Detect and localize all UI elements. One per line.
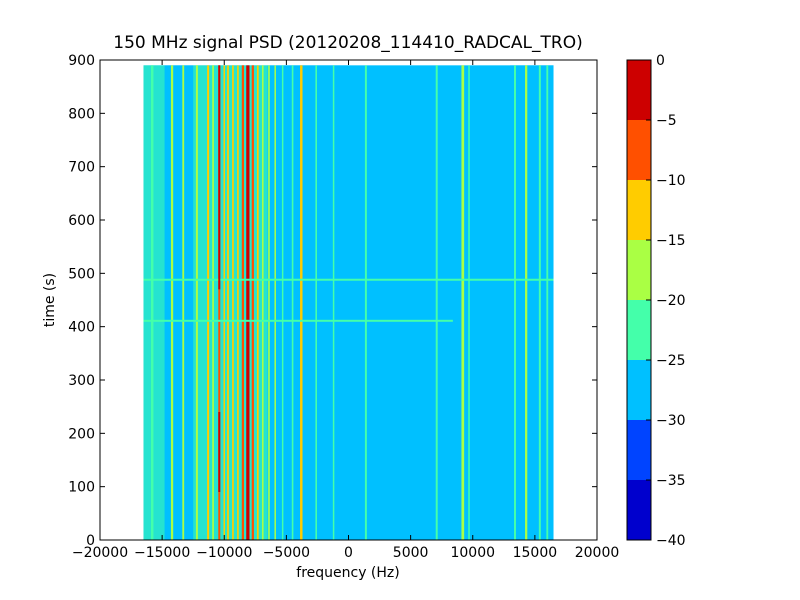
x-tick-label: −10000 xyxy=(196,545,252,561)
spectral-line xyxy=(261,65,264,540)
spectral-line xyxy=(364,65,367,540)
colorbar: −40 −35 −30 −25 −20 −15 −10 −5 0 xyxy=(626,53,686,549)
y-axis-label: time (s) xyxy=(42,273,58,327)
colorbar-tick-label: −10 xyxy=(656,173,686,189)
spectral-line xyxy=(461,65,465,540)
spectral-line xyxy=(182,65,185,540)
y-tick-label: 300 xyxy=(68,373,95,389)
heatmap-band xyxy=(143,65,165,540)
y-tick-label: 100 xyxy=(68,480,95,496)
heatmap-band xyxy=(311,65,349,540)
spectral-line xyxy=(291,65,294,540)
spectral-line xyxy=(268,65,270,540)
colorbar-segment xyxy=(627,360,651,420)
y-tick-label: 600 xyxy=(68,213,95,229)
spectral-line xyxy=(251,65,254,540)
x-tick-label: −5000 xyxy=(263,545,310,561)
y-tick-label: 800 xyxy=(68,106,95,122)
spectral-line xyxy=(227,65,229,540)
spectral-line xyxy=(237,65,239,540)
y-tick-label: 400 xyxy=(68,320,95,336)
x-tick-label: 20000 xyxy=(575,545,620,561)
colorbar-segment xyxy=(627,240,651,300)
spectral-line xyxy=(300,65,303,540)
y-tick-label: 900 xyxy=(68,53,95,69)
spectral-line xyxy=(150,65,154,540)
spectral-line xyxy=(246,65,250,540)
colorbar-segment xyxy=(627,120,651,180)
spectral-line xyxy=(207,65,210,540)
spectral-line xyxy=(232,65,234,540)
spectral-line xyxy=(274,65,276,540)
x-tick-label: −20000 xyxy=(72,545,128,561)
spectral-line xyxy=(435,65,438,540)
plot-area: −20000 −15000 −10000 −5000 0 5000 10000 15000 20… xyxy=(68,53,619,561)
heatmap-band xyxy=(193,65,268,540)
colorbar-segments xyxy=(627,60,651,540)
spectral-line xyxy=(223,65,225,540)
spectral-line xyxy=(315,65,318,540)
colorbar-tick-label: −35 xyxy=(656,473,686,489)
colorbar-tick-label: −5 xyxy=(656,113,677,129)
heatmap-band xyxy=(510,65,554,540)
colorbar-tick-label: −40 xyxy=(656,533,686,549)
chart-title: 150 MHz signal PSD (20120208_114410_RADC… xyxy=(113,33,582,53)
spectral-line xyxy=(281,65,284,540)
x-axis-ticks: −20000 −15000 −10000 −5000 0 5000 10000 15000 20… xyxy=(72,60,619,561)
spectral-line xyxy=(212,65,214,540)
y-tick-label: 0 xyxy=(86,533,95,549)
spectral-line xyxy=(256,65,259,540)
colorbar-tick-label: −30 xyxy=(656,413,686,429)
heatmap-band xyxy=(267,65,312,540)
signal-segment xyxy=(218,412,221,492)
colorbar-ticks: −40 −35 −30 −25 −20 −15 −10 −5 0 xyxy=(646,53,686,549)
y-tick-label: 500 xyxy=(68,266,95,282)
spectral-line xyxy=(468,65,470,540)
horizontal-line xyxy=(143,319,453,322)
x-tick-label: −15000 xyxy=(134,545,190,561)
x-tick-label: 15000 xyxy=(513,545,558,561)
heatmap-band xyxy=(164,65,194,540)
spectral-line xyxy=(332,65,335,540)
spectral-line xyxy=(538,65,541,540)
colorbar-segment xyxy=(627,60,651,120)
spectral-line xyxy=(525,65,528,540)
x-axis-label: frequency (Hz) xyxy=(296,565,399,581)
y-tick-label: 200 xyxy=(68,426,95,442)
x-tick-label: 0 xyxy=(344,545,353,561)
spectral-features xyxy=(143,65,554,540)
colorbar-tick-label: −25 xyxy=(656,353,686,369)
signal-segment xyxy=(218,65,221,290)
spectral-line xyxy=(218,65,221,540)
x-tick-label: 10000 xyxy=(450,545,495,561)
spectral-line xyxy=(195,65,198,540)
colorbar-segment xyxy=(627,480,651,540)
colorbar-tick-label: 0 xyxy=(656,53,665,69)
spectral-line xyxy=(170,65,174,540)
y-tick-label: 700 xyxy=(68,160,95,176)
horizontal-line xyxy=(143,278,554,281)
y-axis-ticks: 0 100 200 300 400 500 600 700 800 900 xyxy=(68,53,597,549)
colorbar-tick-label: −15 xyxy=(656,233,686,249)
colorbar-segment xyxy=(627,420,651,480)
colorbar-segment xyxy=(627,300,651,360)
spectral-line xyxy=(241,65,245,540)
x-tick-label: 5000 xyxy=(393,545,429,561)
colorbar-tick-label: −20 xyxy=(656,293,686,309)
spectral-line xyxy=(514,65,516,540)
spectral-line xyxy=(546,65,549,540)
colorbar-segment xyxy=(627,180,651,240)
